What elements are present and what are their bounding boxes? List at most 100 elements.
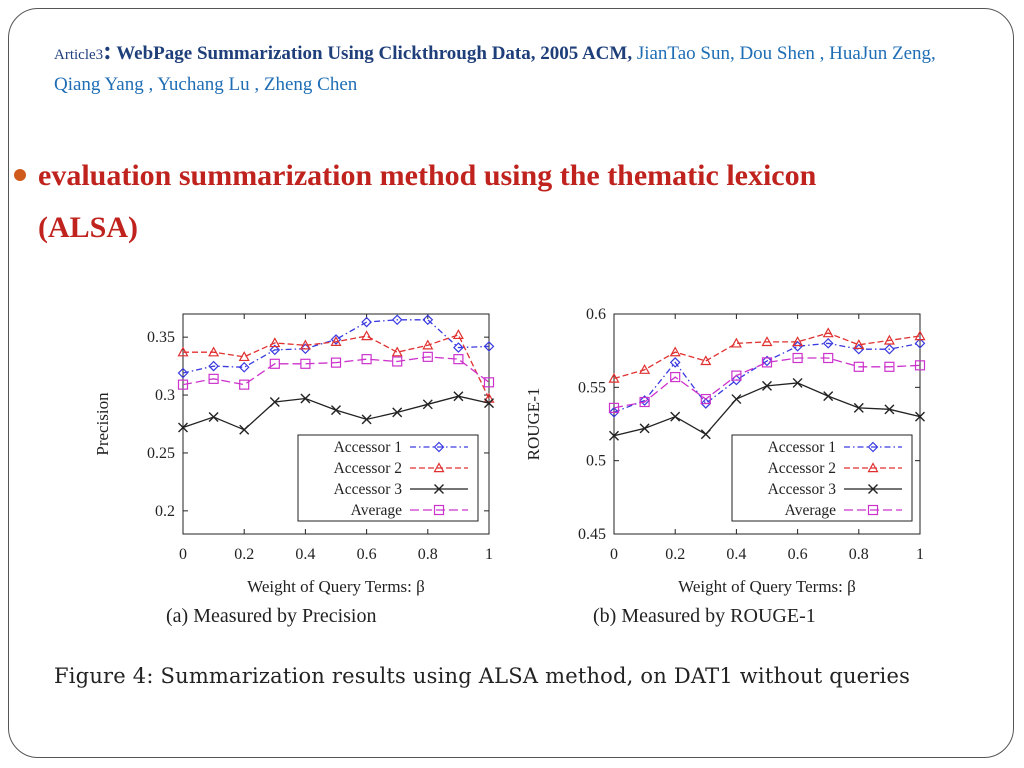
data-point: [823, 391, 834, 402]
legend-marker: [433, 462, 445, 473]
legend-box: [731, 434, 913, 522]
data-point: [730, 337, 742, 348]
data-point: [483, 377, 495, 388]
data-point: [361, 330, 373, 341]
data-point: [669, 357, 681, 368]
data-point: [392, 407, 403, 418]
caption-precision: (a) Measured by Precision: [166, 605, 377, 627]
data-point: [884, 343, 895, 355]
data-point: [731, 370, 742, 381]
data-point: [392, 356, 403, 367]
data-point: [239, 424, 250, 435]
data-point: [422, 351, 433, 362]
data-point: [483, 392, 495, 403]
legend-label: Average: [785, 502, 836, 519]
legend-label: Average: [351, 502, 402, 519]
data-point: [884, 404, 895, 415]
y-tick-label: 0.25: [147, 445, 175, 462]
bullet-point: evaluation summarization method using th…: [14, 150, 1014, 254]
x-axis-label: Weight of Query Terms: β: [678, 577, 856, 596]
legend-label: Accessor 3: [334, 481, 403, 498]
chart-1: 0 0.2 0.4 0.6 0.8 1 0.45 0.5 0.55 0.6 Weight of Qu…: [524, 306, 926, 596]
data-point: [391, 314, 403, 326]
caption-rouge: (b) Measured by ROUGE-1: [593, 605, 816, 627]
data-point: [391, 346, 403, 357]
y-tick-label: 0.5: [586, 453, 606, 470]
plot-frame: [182, 313, 490, 535]
y-axis-label: ROUGE-1: [524, 388, 543, 461]
y-tick-label: 0.2: [155, 503, 175, 520]
series-accessor-3: [609, 377, 925, 441]
series-line: [613, 382, 921, 437]
data-point: [700, 393, 711, 405]
series-accessor-2: [177, 329, 495, 403]
data-point: [300, 393, 311, 404]
data-point: [761, 336, 773, 347]
series-accessor-1: [177, 314, 495, 379]
series-line: [182, 319, 490, 374]
slide-frame: [8, 8, 1014, 758]
series-average: [177, 351, 495, 390]
data-point: [299, 339, 311, 350]
data-point: [853, 343, 865, 355]
data-point: [639, 423, 650, 434]
data-point: [331, 405, 341, 416]
data-point: [330, 336, 342, 346]
data-point: [269, 397, 280, 407]
data-point: [361, 316, 372, 328]
data-point: [914, 360, 926, 371]
series-line: [183, 334, 490, 399]
data-point: [853, 361, 864, 372]
data-point: [914, 337, 926, 349]
data-point: [269, 344, 281, 356]
data-point: [177, 346, 189, 357]
data-point: [208, 373, 219, 384]
data-point: [178, 422, 188, 433]
data-point: [269, 337, 281, 348]
legend-label: Accessor 1: [334, 439, 402, 456]
data-point: [700, 398, 712, 409]
header-colon: :: [103, 36, 112, 65]
data-point: [608, 372, 620, 383]
data-point: [453, 354, 464, 365]
y-tick-label: 0.3: [155, 387, 175, 404]
series-line: [182, 395, 490, 431]
x-tick-label: 0.8: [418, 546, 438, 563]
data-point: [853, 339, 865, 349]
data-point: [208, 360, 219, 372]
data-point: [483, 341, 495, 352]
data-point: [453, 342, 464, 353]
y-tick-label: 0.55: [578, 379, 606, 396]
data-point: [884, 361, 895, 372]
y-axis-label: Precision: [93, 392, 112, 456]
data-point: [823, 352, 834, 364]
bullet-line-2: (ALSA): [38, 211, 139, 244]
series-line: [613, 342, 921, 413]
legend-marker: [867, 504, 879, 516]
article-label: Article3: [54, 47, 104, 63]
y-tick-label: 0.35: [147, 329, 175, 346]
bullet-icon: [14, 169, 26, 182]
data-point: [731, 394, 742, 405]
plot-frame: [613, 313, 921, 535]
x-tick-label: 0: [610, 546, 618, 563]
data-point: [761, 357, 773, 368]
series-average: [608, 352, 926, 413]
data-point: [762, 380, 772, 391]
legend-marker: [434, 484, 444, 494]
legend: Accessor 1 Accessor 2 Accessor 3 Average: [297, 434, 479, 522]
x-tick-label: 1: [485, 546, 493, 563]
data-point: [761, 355, 773, 367]
data-point: [792, 377, 803, 388]
data-point: [452, 329, 464, 340]
data-point: [177, 367, 189, 379]
data-point: [208, 346, 220, 357]
paper-title: WebPage Summarization Using Clickthrough…: [111, 43, 633, 64]
slide-header: Article3: WebPage Summarization Using Cl…: [54, 36, 954, 100]
series-line: [613, 332, 921, 380]
legend-box: [297, 434, 479, 522]
data-point: [883, 334, 895, 345]
x-tick-label: 1: [916, 546, 924, 563]
data-point: [361, 414, 372, 425]
legend-marker: [433, 504, 445, 516]
